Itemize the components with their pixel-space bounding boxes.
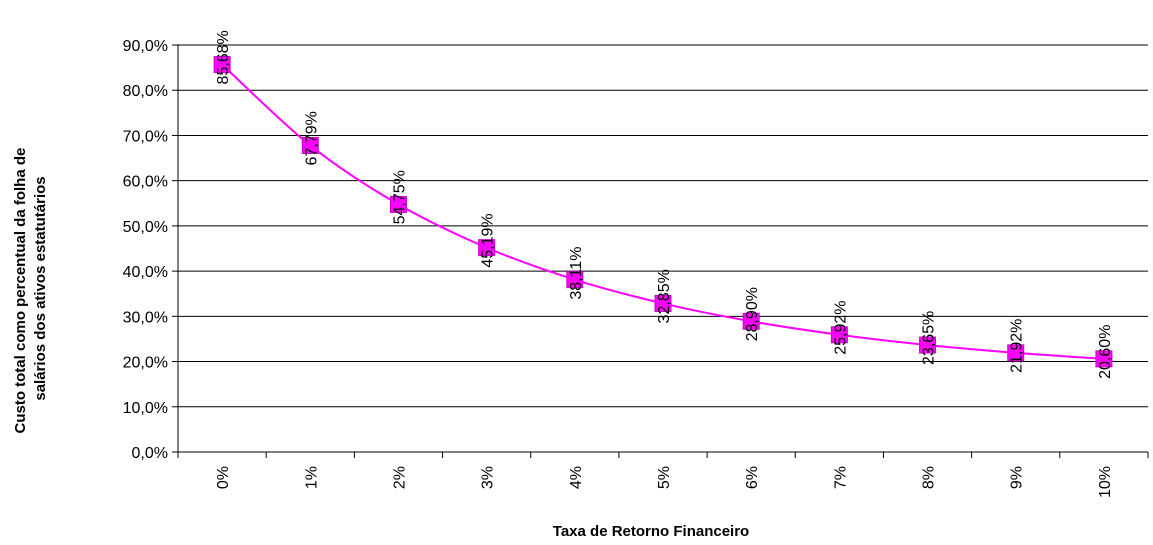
data-point-marker [830, 326, 848, 344]
data-label: 67,79% [303, 111, 320, 165]
y-tick-label: 70,0% [123, 128, 168, 145]
y-tick-label: 10,0% [123, 400, 168, 417]
x-tick-label: 8% [921, 466, 938, 489]
axes [177, 45, 1148, 453]
x-tick-label: 4% [568, 466, 585, 489]
data-label: 54,75% [391, 170, 408, 224]
data-label: 21,92% [1009, 319, 1026, 373]
x-tick-label: 2% [391, 466, 408, 489]
x-tick-label: 0% [215, 466, 232, 489]
y-axis-title-line-2: salários dos ativos estatutários [32, 176, 49, 400]
data-label: 28,90% [744, 287, 761, 341]
x-tick-label: 1% [303, 466, 320, 489]
data-point-marker [389, 195, 407, 213]
x-tick-label: 7% [832, 466, 849, 489]
y-axis-ticks: 0,0% 10,0% 20,0% 30,0% 40,0% 50,0% 60,0% 70,0% 8… [123, 38, 178, 462]
data-label: 38,11% [568, 247, 585, 300]
y-tick-label: 90,0% [123, 38, 168, 55]
data-point-marker [919, 336, 937, 354]
data-label: 45,19% [480, 213, 497, 267]
data-label: 23,65% [921, 311, 938, 365]
x-tick-label: 10% [1097, 466, 1114, 498]
x-tick-label: 5% [656, 466, 673, 489]
data-point-marker [566, 271, 584, 289]
x-tick-label: 6% [744, 466, 761, 489]
y-axis-title-line-1: Custo total como percentual da folha de [12, 148, 29, 434]
y-tick-label: 60,0% [123, 174, 168, 191]
data-point-marker [301, 136, 319, 154]
gridlines [178, 44, 1148, 408]
y-tick-label: 50,0% [123, 219, 168, 236]
data-point-marker [1007, 344, 1025, 362]
data-point-marker [478, 239, 496, 257]
y-tick-label: 30,0% [123, 309, 168, 326]
y-tick-label: 20,0% [123, 355, 168, 372]
x-axis-title: Taxa de Retorno Financeiro [553, 523, 749, 540]
x-axis-ticks: 0% 1% 2% 3% 4% 5% 6% 7% 8% 9% 10% [177, 452, 1149, 498]
data-point-marker [213, 56, 231, 74]
x-tick-label: 9% [1009, 466, 1026, 489]
y-tick-label: 80,0% [123, 83, 168, 100]
data-point-marker [654, 294, 672, 312]
data-point-marker [1095, 350, 1113, 368]
data-label: 85,68% [215, 30, 232, 84]
data-point-marker [742, 312, 760, 330]
data-label: 32,85% [656, 269, 673, 323]
data-label: 20,60% [1097, 325, 1114, 379]
y-tick-label: 40,0% [123, 264, 168, 281]
y-tick-label: 0,0% [132, 445, 168, 462]
y-axis-title: Custo total como percentual da folha de … [12, 143, 49, 433]
series-group [213, 56, 1113, 368]
x-tick-label: 3% [480, 466, 497, 489]
data-labels: 85,68% 67,79% 54,75% 45,19% 38,11% 32,85% 28,9… [215, 30, 1114, 379]
data-label: 25,92% [832, 301, 849, 355]
